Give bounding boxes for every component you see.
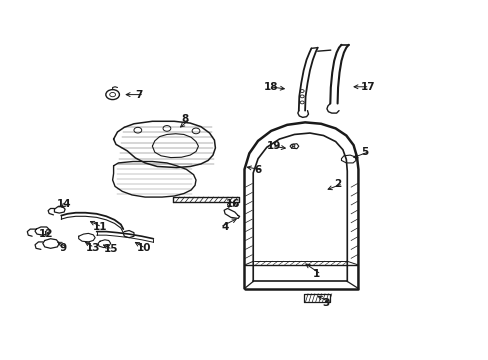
Text: 8: 8 — [181, 114, 188, 124]
Text: 9: 9 — [59, 243, 66, 253]
Text: 11: 11 — [93, 222, 107, 232]
Text: 18: 18 — [264, 82, 278, 92]
Text: 19: 19 — [266, 141, 280, 151]
Text: 17: 17 — [360, 82, 375, 92]
Text: 13: 13 — [85, 243, 100, 253]
Text: 14: 14 — [56, 199, 71, 209]
Text: 5: 5 — [360, 147, 367, 157]
Text: 16: 16 — [225, 199, 240, 209]
Text: 12: 12 — [39, 229, 53, 239]
Text: 6: 6 — [254, 165, 261, 175]
Text: 1: 1 — [312, 269, 319, 279]
Text: 7: 7 — [135, 90, 142, 100]
Text: 2: 2 — [333, 179, 341, 189]
Text: 15: 15 — [103, 244, 118, 255]
Text: 3: 3 — [322, 298, 328, 308]
Text: 4: 4 — [221, 222, 228, 232]
Text: 10: 10 — [137, 243, 151, 253]
